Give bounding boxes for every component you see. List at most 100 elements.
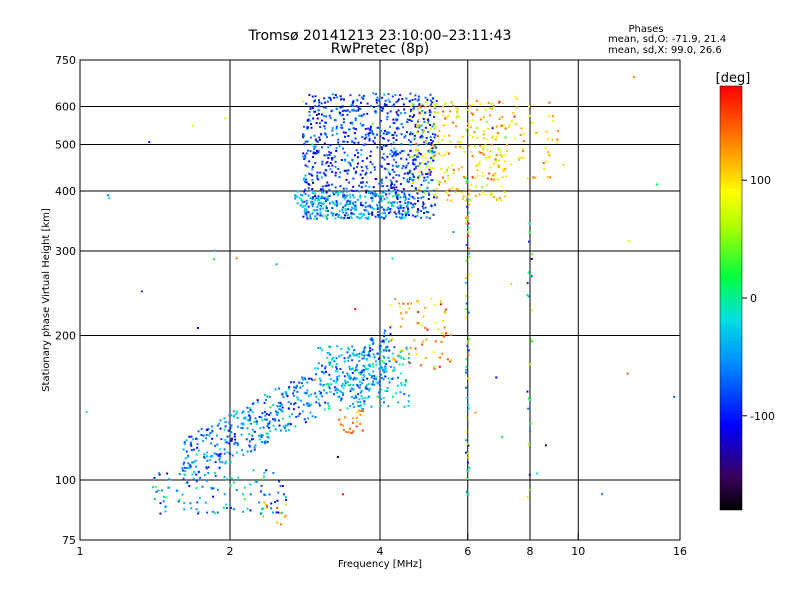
- data-point: [374, 177, 377, 180]
- data-point: [409, 156, 412, 158]
- data-point: [455, 125, 458, 128]
- data-point: [168, 478, 171, 481]
- data-point: [405, 97, 408, 100]
- data-point: [343, 169, 346, 172]
- data-point: [529, 422, 532, 425]
- data-point: [420, 324, 423, 327]
- data-point: [441, 319, 444, 322]
- data-point: [482, 175, 484, 178]
- data-point: [471, 103, 474, 106]
- data-point: [377, 214, 379, 217]
- data-point: [312, 117, 315, 120]
- data-point: [335, 201, 338, 204]
- data-point: [489, 191, 492, 194]
- data-point: [344, 197, 347, 200]
- data-point: [248, 444, 251, 447]
- data-point: [371, 375, 374, 378]
- data-point: [386, 208, 388, 211]
- data-point: [336, 213, 339, 216]
- data-point: [454, 145, 457, 148]
- data-point: [331, 164, 334, 167]
- data-point: [401, 213, 404, 216]
- data-point: [465, 365, 468, 368]
- data-point: [466, 345, 469, 348]
- data-point: [266, 436, 269, 438]
- data-point: [411, 196, 414, 199]
- data-point: [396, 194, 399, 197]
- data-point: [313, 217, 316, 220]
- data-point: [178, 499, 181, 502]
- data-point: [351, 372, 354, 374]
- data-point: [304, 156, 307, 159]
- data-point: [381, 195, 384, 198]
- data-point: [267, 422, 269, 425]
- data-point: [428, 217, 431, 220]
- data-point: [410, 120, 413, 123]
- data-point: [339, 185, 342, 188]
- data-point: [316, 150, 318, 152]
- data-point: [220, 438, 223, 441]
- data-point: [272, 511, 274, 514]
- data-point: [417, 108, 419, 111]
- data-point: [393, 211, 396, 214]
- data-point: [354, 204, 357, 207]
- data-point: [342, 191, 345, 194]
- data-point: [315, 373, 318, 376]
- data-point: [420, 364, 422, 367]
- data-point: [627, 240, 630, 243]
- data-point: [504, 168, 507, 170]
- data-point: [168, 486, 171, 489]
- data-point: [399, 325, 402, 328]
- data-point: [515, 106, 518, 109]
- colorbar-tick-label: 0: [750, 292, 757, 305]
- data-point: [343, 151, 346, 154]
- data-point: [357, 162, 359, 165]
- data-point: [210, 487, 213, 490]
- data-point: [266, 425, 269, 428]
- data-point: [360, 404, 363, 407]
- data-point: [274, 501, 277, 503]
- data-point: [302, 125, 305, 128]
- data-point: [300, 193, 302, 196]
- data-point: [325, 205, 328, 208]
- data-point: [443, 326, 446, 329]
- data-point: [409, 140, 412, 143]
- data-point: [329, 97, 332, 99]
- data-point: [367, 191, 370, 194]
- data-point: [434, 125, 437, 128]
- data-point: [300, 199, 303, 201]
- data-point: [377, 105, 380, 108]
- data-point: [263, 493, 266, 496]
- data-point: [392, 358, 395, 361]
- data-point: [365, 385, 368, 387]
- data-point: [370, 125, 372, 128]
- data-point: [372, 133, 375, 136]
- data-point: [211, 437, 214, 440]
- data-point: [334, 386, 336, 389]
- data-point: [236, 410, 239, 413]
- data-point: [497, 147, 500, 150]
- data-point: [328, 202, 331, 205]
- data-point: [388, 349, 391, 352]
- data-point: [501, 436, 504, 439]
- data-point: [401, 167, 404, 170]
- data-point: [263, 402, 266, 404]
- data-point: [504, 175, 507, 178]
- data-point: [186, 481, 189, 484]
- data-point: [329, 391, 332, 393]
- data-point: [268, 420, 271, 423]
- data-point: [308, 110, 311, 113]
- data-point: [466, 215, 468, 218]
- data-point: [178, 473, 181, 475]
- data-point: [375, 193, 378, 196]
- data-point: [466, 452, 469, 455]
- data-point: [373, 193, 376, 196]
- data-point: [466, 218, 468, 221]
- data-point: [306, 128, 309, 130]
- data-point: [413, 197, 416, 200]
- data-point: [331, 170, 334, 173]
- data-point: [216, 511, 219, 514]
- data-point: [433, 146, 436, 149]
- data-point: [353, 354, 356, 357]
- data-point: [233, 433, 236, 436]
